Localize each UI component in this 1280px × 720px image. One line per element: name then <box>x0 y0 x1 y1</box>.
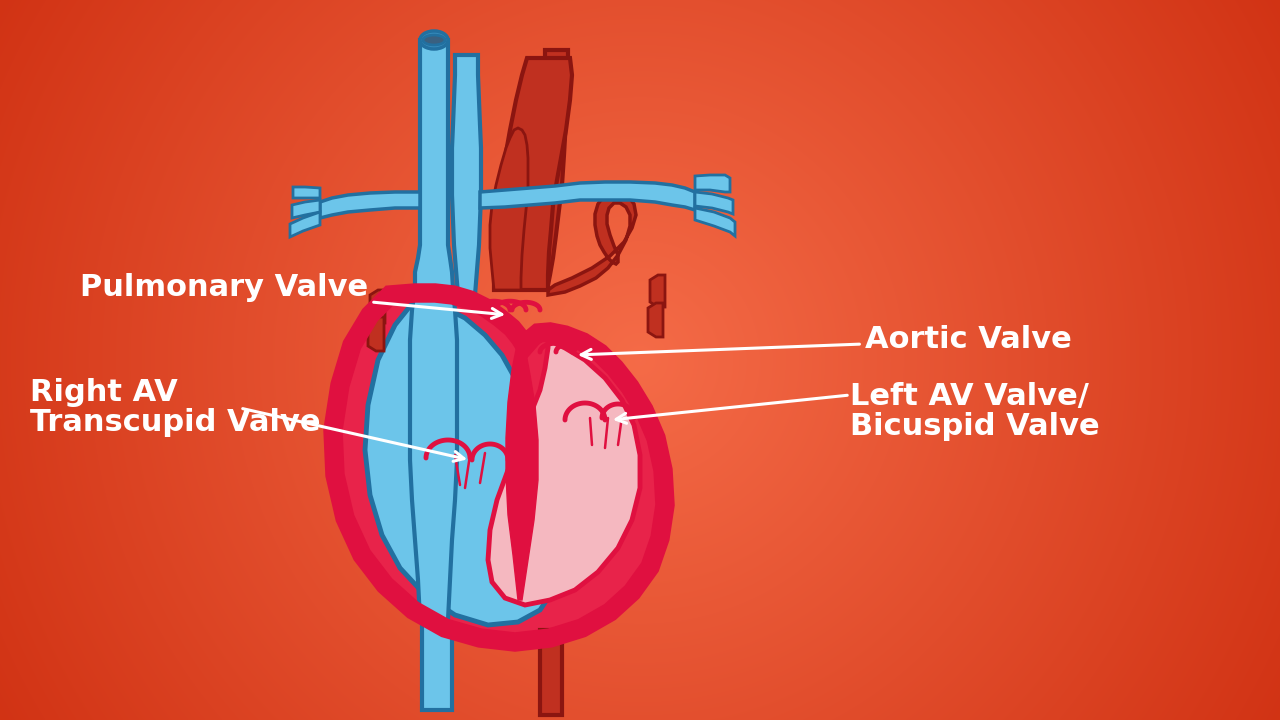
Polygon shape <box>410 40 457 620</box>
Ellipse shape <box>422 35 445 45</box>
Polygon shape <box>695 192 733 214</box>
Polygon shape <box>291 212 320 237</box>
Polygon shape <box>292 200 320 218</box>
Polygon shape <box>293 187 320 198</box>
Text: Pulmonary Valve: Pulmonary Valve <box>79 274 502 318</box>
Polygon shape <box>369 317 384 351</box>
Ellipse shape <box>420 31 448 49</box>
Polygon shape <box>365 300 558 625</box>
Polygon shape <box>488 340 640 605</box>
Polygon shape <box>370 290 385 323</box>
Polygon shape <box>490 128 529 290</box>
Text: Left AV Valve/: Left AV Valve/ <box>850 382 1089 411</box>
Text: Right AV: Right AV <box>29 378 178 407</box>
Text: Transcupid Valve: Transcupid Valve <box>29 408 320 437</box>
Polygon shape <box>548 192 636 295</box>
Polygon shape <box>422 625 452 710</box>
Polygon shape <box>695 175 730 192</box>
Polygon shape <box>452 55 481 295</box>
Polygon shape <box>695 208 735 236</box>
Text: Aortic Valve: Aortic Valve <box>581 325 1071 359</box>
Polygon shape <box>494 58 572 290</box>
Polygon shape <box>320 192 420 218</box>
Polygon shape <box>650 275 666 307</box>
Polygon shape <box>529 50 568 285</box>
Text: Bicuspid Valve: Bicuspid Valve <box>850 412 1100 441</box>
Polygon shape <box>480 182 695 210</box>
Polygon shape <box>648 303 663 337</box>
Polygon shape <box>540 630 562 715</box>
Polygon shape <box>506 345 538 600</box>
Polygon shape <box>333 293 666 642</box>
